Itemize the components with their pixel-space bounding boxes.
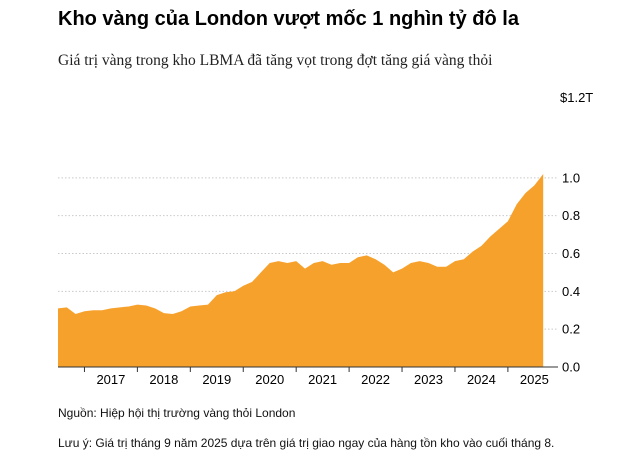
chart-subtitle: Giá trị vàng trong kho LBMA đã tăng vọt … xyxy=(58,52,493,69)
y-tick-label: 0.2 xyxy=(562,322,580,337)
x-tick-label-2018: 2018 xyxy=(149,372,178,387)
x-tick-label-2024: 2024 xyxy=(467,372,496,387)
y-tick-label: 0.0 xyxy=(562,360,580,375)
footnote: Lưu ý: Giá trị tháng 9 năm 2025 dựa trên… xyxy=(58,436,555,450)
y-tick-label: 1.0 xyxy=(562,170,580,185)
x-tick-label-2025: 2025 xyxy=(520,372,549,387)
y-tick-label: 0.6 xyxy=(562,246,580,261)
gold-value-area xyxy=(58,174,544,367)
x-tick-label-2017: 2017 xyxy=(96,372,125,387)
x-tick-label-2023: 2023 xyxy=(414,372,443,387)
source-note: Nguồn: Hiệp hội thị trường vàng thỏi Lon… xyxy=(58,406,296,420)
x-tick-label-2022: 2022 xyxy=(361,372,390,387)
x-tick-label-2020: 2020 xyxy=(255,372,284,387)
chart-title: Kho vàng của London vượt mốc 1 nghìn tỷ … xyxy=(58,8,519,30)
x-tick-label-2019: 2019 xyxy=(202,372,231,387)
y-tick-label: 0.4 xyxy=(562,284,580,299)
gold-vault-area-chart: 0.0 0.2 0.4 0.6 0.8 1.0 2017 2018 2019 2020 2021 20… xyxy=(58,90,593,387)
y-axis-unit-label: $1.2T xyxy=(560,90,593,105)
x-tick-label-2021: 2021 xyxy=(308,372,337,387)
y-tick-label: 0.8 xyxy=(562,208,580,223)
axes: 0.0 0.2 0.4 0.6 0.8 1.0 2017 2018 2019 2020 2021 20… xyxy=(58,170,580,387)
